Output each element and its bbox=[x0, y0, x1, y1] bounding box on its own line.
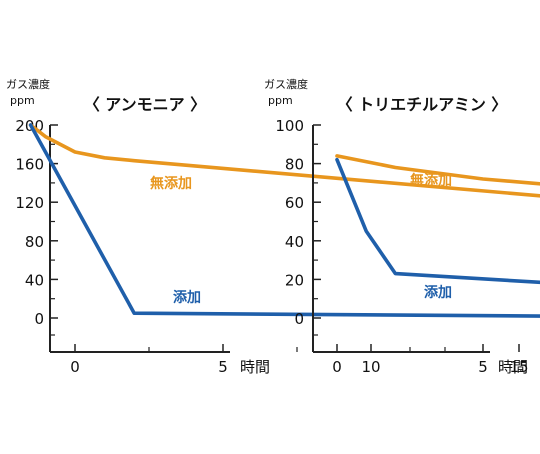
chart1-y-tick-label-0: 0 bbox=[34, 310, 44, 328]
chart1-series-additive-label: 添加 bbox=[173, 289, 201, 306]
chart1-ylabel-line1: ガス濃度 bbox=[6, 77, 50, 91]
chart1-y-tick-label-120: 120 bbox=[15, 194, 44, 212]
chart2-series-additive-line bbox=[335, 157, 540, 285]
chart1-y-tick-label-160: 160 bbox=[15, 156, 44, 174]
chart1-x-tick-label-0: 0 bbox=[70, 358, 80, 376]
chart2-ylabel-line2: ppm bbox=[268, 94, 293, 107]
chart1-x-tick-label-15: 15 bbox=[509, 358, 528, 376]
chart2-y-tick-label-100: 100 bbox=[275, 117, 304, 135]
chart1-x-tick-label-5: 5 bbox=[218, 358, 228, 376]
chart1-title: 〈 アンモニア 〉 bbox=[84, 95, 207, 114]
chart2-x-tick-label-0: 0 bbox=[332, 358, 342, 376]
chart1-y-tick-label-40: 40 bbox=[25, 271, 44, 289]
chart1-series-no-additive-label: 無添加 bbox=[150, 175, 192, 192]
chart1-ylabel-line2: ppm bbox=[10, 94, 35, 107]
chart2-y-tick-label-0: 0 bbox=[294, 310, 304, 328]
chart2-ylabel-line1: ガス濃度 bbox=[264, 77, 308, 91]
chart1-y-tick-label-80: 80 bbox=[25, 233, 44, 251]
chart1-xlabel: 時間 bbox=[240, 358, 270, 376]
chart2-y-tick-label-20: 20 bbox=[285, 271, 304, 289]
chart2-xlabel: 時間 bbox=[498, 358, 528, 376]
chart2-series-additive-label: 添加 bbox=[424, 284, 452, 301]
chart2-series-no-additive-label: 無添加 bbox=[410, 172, 452, 189]
chart2-series-no-additive-line bbox=[335, 154, 540, 186]
chart2-title: 〈 トリエチルアミン 〉 bbox=[337, 95, 508, 114]
chart1-series-no-additive-line bbox=[28, 123, 540, 198]
chart1-series-additive-line bbox=[28, 123, 540, 318]
chart2-y-tick-label-60: 60 bbox=[285, 194, 304, 212]
chart1-x-tick-label-10: 10 bbox=[361, 358, 380, 376]
chart2-y-tick-label-80: 80 bbox=[285, 156, 304, 174]
chart2-x-tick-label-5: 5 bbox=[478, 358, 488, 376]
chart2-y-tick-label-40: 40 bbox=[285, 233, 304, 251]
